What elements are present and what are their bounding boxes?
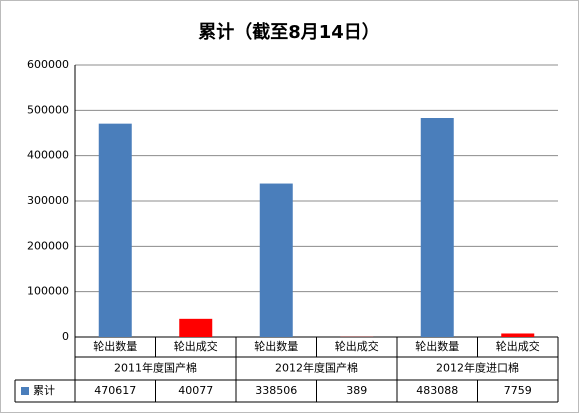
- y-tick-label: 500000: [27, 103, 69, 116]
- group-label: 2012年度国产棉: [275, 361, 358, 375]
- x-tick-label: 轮出成交: [335, 339, 379, 353]
- table-value: 40077: [178, 384, 213, 397]
- table-value: 483088: [416, 384, 458, 397]
- bar: [259, 183, 293, 337]
- bar: [501, 333, 535, 337]
- bar: [179, 318, 213, 337]
- y-tick-label: 600000: [27, 58, 69, 71]
- bar: [98, 123, 132, 337]
- table-value: 470617: [94, 384, 136, 397]
- legend-key: [21, 387, 29, 395]
- x-tick-label: 轮出数量: [254, 339, 298, 353]
- bar: [420, 118, 454, 337]
- y-tick-label: 0: [62, 330, 69, 343]
- table-value: 389: [346, 384, 367, 397]
- x-tick-label: 轮出成交: [174, 339, 218, 353]
- table-value: 338506: [255, 384, 297, 397]
- x-tick-label: 轮出数量: [93, 339, 137, 353]
- chart-title: 累计（截至8月14日）: [198, 21, 380, 43]
- y-tick-label: 100000: [27, 285, 69, 298]
- y-tick-label: 200000: [27, 239, 69, 252]
- table-value: 7759: [504, 384, 532, 397]
- y-tick-label: 400000: [27, 149, 69, 162]
- x-tick-label: 轮出成交: [496, 339, 540, 353]
- group-label: 2012年度进口棉: [436, 361, 519, 375]
- legend-label: 累计: [33, 384, 55, 397]
- y-tick-label: 300000: [27, 194, 69, 207]
- x-tick-label: 轮出数量: [415, 339, 459, 353]
- group-label: 2011年度国产棉: [114, 361, 197, 375]
